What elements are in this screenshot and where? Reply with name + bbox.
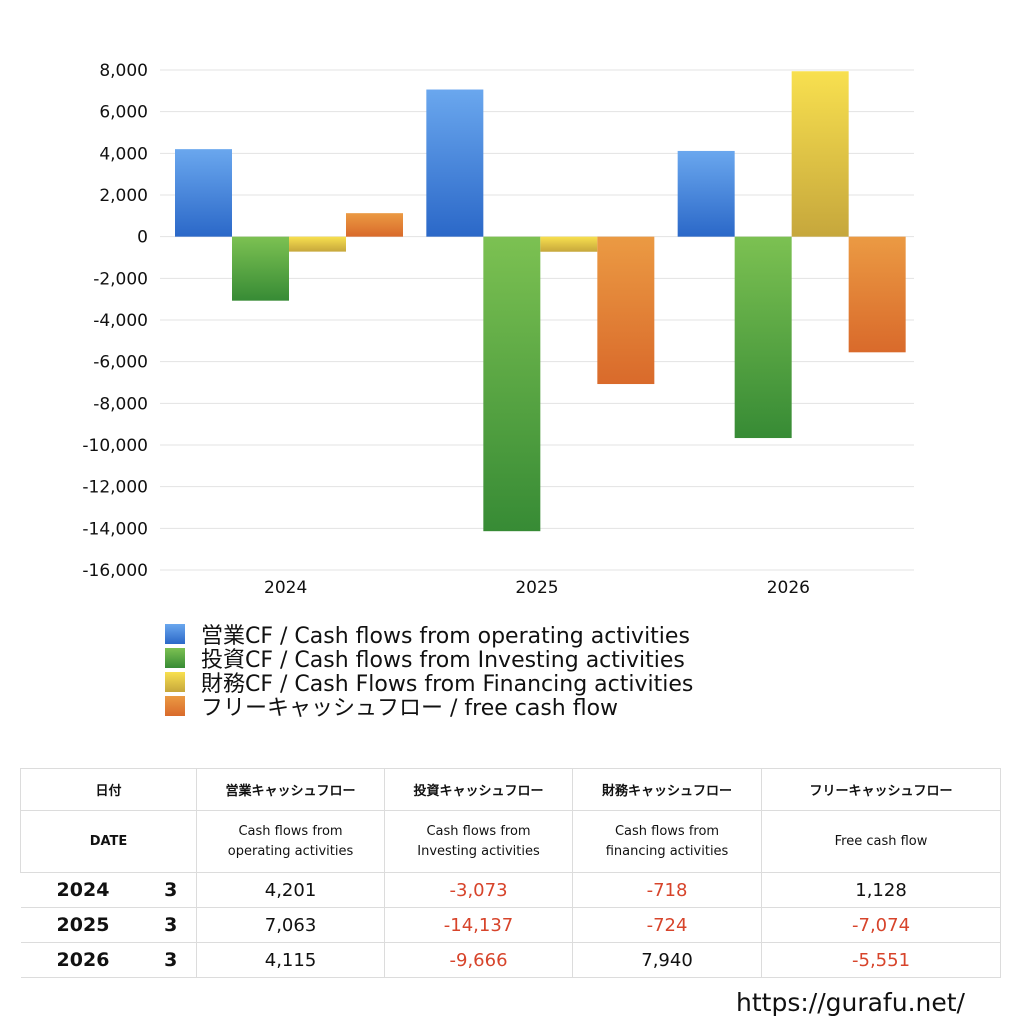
row-year: 2024 <box>20 872 146 908</box>
x-tick-label: 2026 <box>767 578 810 598</box>
legend-item-operating: 営業CF / Cash flows from operating activit… <box>165 622 693 649</box>
cell-free-cash-flow: -7,074 <box>761 907 1002 943</box>
header-financing-jp: 財務キャッシュフロー <box>572 768 763 811</box>
cell-investing: -14,137 <box>384 907 574 943</box>
x-tick-label: 2025 <box>515 578 558 598</box>
legend-item-free-cash-flow: フリーキャッシュフロー / free cash flow <box>165 694 693 721</box>
legend-item-financing: 財務CF / Cash Flows from Financing activit… <box>165 670 693 697</box>
x-tick-label: 2024 <box>264 578 307 598</box>
header-investing-jp: 投資キャッシュフロー <box>384 768 574 811</box>
row-month: 3 <box>145 872 198 908</box>
table-row: 2026 3 4,115 -9,666 7,940 -5,551 <box>20 942 1002 978</box>
cell-operating: 4,115 <box>196 942 386 978</box>
y-tick-label: 2,000 <box>99 186 148 206</box>
legend-item-investing: 投資CF / Cash flows from Investing activit… <box>165 646 693 673</box>
bar-financing-2025 <box>540 236 598 252</box>
bar-investing-2024 <box>232 236 289 301</box>
bar-free-cash-flow-2024 <box>346 213 403 237</box>
y-tick-label: -16,000 <box>82 561 148 581</box>
bar-financing-2024 <box>289 236 346 252</box>
bar-operating-2024 <box>175 149 232 237</box>
header-date-jp: 日付 <box>19 768 198 811</box>
y-tick-label: 0 <box>137 228 148 248</box>
legend-swatch-free-cash-flow <box>165 696 185 716</box>
header-operating-jp: 営業キャッシュフロー <box>196 768 386 811</box>
header-operating-en: Cash flows from operating activities <box>196 810 386 873</box>
header-free-cash-flow-jp: フリーキャッシュフロー <box>761 768 1002 811</box>
bar-investing-2026 <box>734 236 792 439</box>
bars <box>175 71 906 532</box>
y-tick-label: -2,000 <box>93 269 148 289</box>
cell-operating: 7,063 <box>196 907 386 943</box>
cell-investing: -9,666 <box>384 942 574 978</box>
row-year: 2025 <box>20 907 146 943</box>
legend-label-operating: 営業CF / Cash flows from operating activit… <box>201 624 690 649</box>
legend-swatch-financing <box>165 672 185 692</box>
row-year: 2026 <box>20 942 146 978</box>
cell-investing: -3,073 <box>384 872 574 908</box>
y-tick-label: 8,000 <box>99 61 148 81</box>
x-axis-categories: 2024 2025 2026 <box>264 578 810 598</box>
cash-flow-chart: 8,000 6,000 4,000 2,000 0 -2,000 -4,000 -6,000 -… <box>82 61 914 598</box>
y-tick-label: 6,000 <box>99 103 148 123</box>
header-financing-en: Cash flows from financing activities <box>572 810 763 873</box>
y-tick-label: -10,000 <box>82 436 148 456</box>
bar-free-cash-flow-2026 <box>848 236 906 353</box>
legend-label-financing: 財務CF / Cash Flows from Financing activit… <box>201 672 694 697</box>
cell-financing: 7,940 <box>572 942 763 978</box>
site-url[interactable]: https://gurafu.net/ <box>736 988 965 1017</box>
row-month: 3 <box>145 907 198 943</box>
legend-swatch-operating <box>165 624 185 644</box>
table-header-jp: 日付 営業キャッシュフロー 投資キャッシュフロー 財務キャッシュフロー フリーキ… <box>19 768 1002 811</box>
bar-free-cash-flow-2025 <box>597 236 655 385</box>
y-tick-label: 4,000 <box>99 144 148 164</box>
y-tick-label: -6,000 <box>93 353 148 373</box>
cell-free-cash-flow: -5,551 <box>761 942 1002 978</box>
y-tick-label: -14,000 <box>82 519 148 539</box>
bar-operating-2026 <box>677 150 735 237</box>
y-tick-label: -8,000 <box>93 394 148 414</box>
cell-financing: -724 <box>572 907 763 943</box>
table-header-en: DATE Cash flows from operating activities… <box>19 810 1002 873</box>
legend-label-free-cash-flow: フリーキャッシュフロー / free cash flow <box>201 696 619 721</box>
y-axis-ticks: 8,000 6,000 4,000 2,000 0 -2,000 -4,000 -6,000 -… <box>82 61 148 581</box>
row-month: 3 <box>145 942 198 978</box>
y-tick-label: -4,000 <box>93 311 148 331</box>
header-free-cash-flow-en: Free cash flow <box>761 810 1002 873</box>
bar-investing-2025 <box>483 236 541 532</box>
cash-flow-table: 日付 営業キャッシュフロー 投資キャッシュフロー 財務キャッシュフロー フリーキ… <box>19 768 1002 978</box>
y-tick-label: -12,000 <box>82 478 148 498</box>
chart-legend: 営業CF / Cash flows from operating activit… <box>165 622 693 721</box>
legend-label-investing: 投資CF / Cash flows from Investing activit… <box>201 648 685 673</box>
bar-financing-2026 <box>791 71 849 237</box>
legend-swatch-investing <box>165 648 185 668</box>
table-row: 2024 3 4,201 -3,073 -718 1,128 <box>20 872 1002 908</box>
cell-free-cash-flow: 1,128 <box>761 872 1002 908</box>
cell-operating: 4,201 <box>196 872 386 908</box>
table-row: 2025 3 7,063 -14,137 -724 -7,074 <box>20 907 1002 943</box>
header-date-en: DATE <box>19 810 198 873</box>
header-investing-en: Cash flows from Investing activities <box>384 810 574 873</box>
cell-financing: -718 <box>572 872 763 908</box>
bar-operating-2025 <box>426 89 484 237</box>
